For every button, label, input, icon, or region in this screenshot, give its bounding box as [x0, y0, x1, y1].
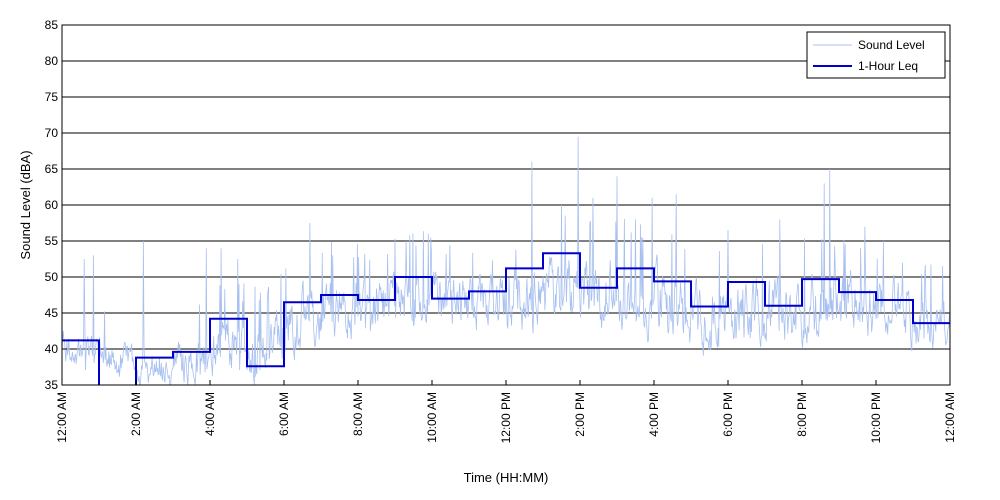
- x-tick-label: 10:00 PM: [869, 392, 883, 443]
- x-tick-label: 8:00 PM: [795, 392, 809, 437]
- x-tick-label: 10:00 AM: [425, 392, 439, 443]
- y-tick-label: 75: [45, 90, 59, 104]
- x-axis-title: Time (HH:MM): [464, 470, 549, 485]
- x-tick-label: 4:00 AM: [203, 392, 217, 436]
- x-tick-label: 6:00 AM: [277, 392, 291, 436]
- leq-step-line: [62, 252, 950, 385]
- y-tick-label: 70: [45, 126, 59, 140]
- x-tick-label: 12:00 AM: [943, 392, 957, 443]
- x-tick-label: 12:00 PM: [499, 392, 513, 443]
- series-layer: [62, 136, 950, 385]
- legend-label-sound-level: Sound Level: [858, 38, 925, 52]
- legend-label-1hour-leq: 1-Hour Leq: [858, 59, 918, 73]
- x-tick-label: 4:00 PM: [647, 392, 661, 437]
- x-tick-label: 6:00 PM: [721, 392, 735, 437]
- axis-ticks: 35 40 45 50 55 60 65 70 75 80 85 12:00 AM 2:00 AM 4:0…: [45, 18, 957, 443]
- y-tick-label: 60: [45, 198, 59, 212]
- x-tick-label: 2:00 AM: [129, 392, 143, 436]
- y-tick-label: 85: [45, 18, 59, 32]
- legend-box: [806, 31, 946, 79]
- y-tick-label: 80: [45, 54, 59, 68]
- y-axis-title: Sound Level (dBA): [18, 150, 33, 259]
- x-tick-label: 12:00 AM: [55, 392, 69, 443]
- x-tick-label: 8:00 AM: [351, 392, 365, 436]
- legend: Sound Level 1-Hour Leq: [806, 31, 946, 79]
- y-tick-label: 65: [45, 162, 59, 176]
- y-tick-label: 50: [45, 270, 59, 284]
- y-tick-label: 45: [45, 306, 59, 320]
- y-tick-label: 55: [45, 234, 59, 248]
- y-tick-label: 40: [45, 342, 59, 356]
- y-tick-label: 35: [45, 378, 59, 392]
- x-tick-label: 2:00 PM: [573, 392, 587, 437]
